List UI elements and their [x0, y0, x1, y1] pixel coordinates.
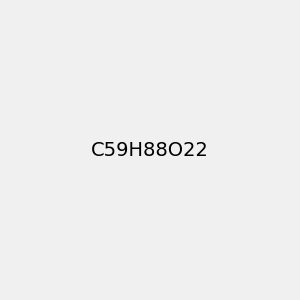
Text: C59H88O22: C59H88O22 — [91, 140, 209, 160]
